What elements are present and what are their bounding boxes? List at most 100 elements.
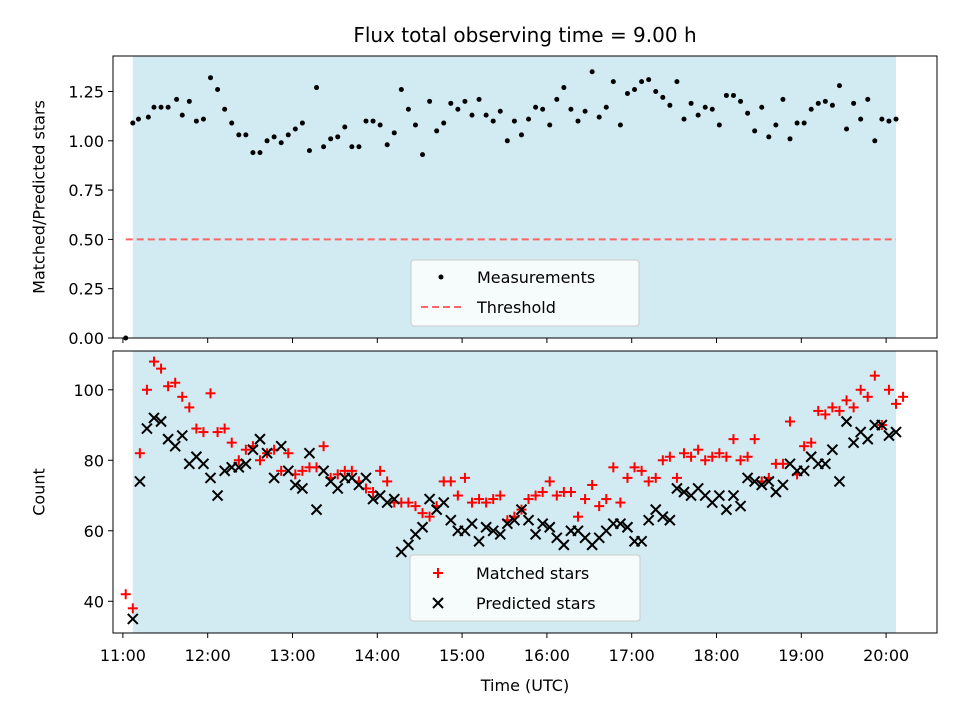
matched-star-point xyxy=(777,458,788,469)
y-tick-label: 0.00 xyxy=(68,329,104,348)
matched-star-point xyxy=(799,441,810,452)
matched-star-point xyxy=(601,494,612,505)
measurement-point xyxy=(342,124,348,130)
predicted-star-point xyxy=(763,475,775,488)
predicted-star-point-b xyxy=(805,451,817,463)
predicted-star-point xyxy=(501,518,514,530)
measurement-point xyxy=(222,106,228,112)
measurement-point xyxy=(292,126,298,132)
predicted-star-point-b xyxy=(734,500,747,512)
predicted-star-point xyxy=(416,521,429,533)
predicted-star-point-b xyxy=(148,412,160,424)
matched-star-point xyxy=(594,501,605,512)
x-axis-ticks-bottom: 11:00 12:00 13:00 14:00 15:00 16:00 17:00 18:00… xyxy=(100,633,909,665)
measurement-point xyxy=(135,116,141,122)
matched-star-point xyxy=(785,416,796,427)
matched-star-point xyxy=(749,434,760,445)
matched-star-point xyxy=(827,402,838,413)
matched-star-point xyxy=(869,370,880,381)
predicted-star-point-b xyxy=(515,503,528,516)
measurement-point xyxy=(497,108,503,114)
measurement-point xyxy=(723,92,729,98)
x-tick-label: 12:00 xyxy=(185,646,231,665)
measurement-point xyxy=(243,132,249,138)
predicted-star-point-b xyxy=(303,447,316,459)
matched-star-point xyxy=(686,451,697,462)
measurement-point xyxy=(158,104,164,110)
measurement-point xyxy=(667,102,673,108)
predicted-star-point-b xyxy=(748,475,761,488)
predicted-star-point xyxy=(819,458,832,470)
predicted-star-point xyxy=(310,503,323,516)
matched-star-point xyxy=(573,511,584,522)
measurement-point xyxy=(130,120,136,126)
predicted-star-point xyxy=(388,493,400,505)
matched-star-point xyxy=(403,497,414,508)
measurement-point xyxy=(547,122,553,128)
matched-star-point xyxy=(445,476,456,487)
predicted-star-point xyxy=(296,482,309,495)
matched-star-point xyxy=(240,444,251,455)
predicted-star-point xyxy=(713,489,726,502)
plot-frame-bottom xyxy=(112,350,938,634)
predicted-star-point xyxy=(155,415,167,428)
predicted-star-point-b xyxy=(536,518,549,530)
predicted-star-point-b xyxy=(621,521,634,533)
predicted-star-point-b xyxy=(664,514,676,526)
matched-star-point xyxy=(276,465,287,476)
matched-star-point xyxy=(459,472,470,483)
predicted-star-point xyxy=(480,521,492,533)
predicted-star-point-b xyxy=(134,475,146,488)
matched-star-point xyxy=(862,391,873,402)
predicted-star-point xyxy=(360,472,372,484)
matched-star-point xyxy=(424,511,435,522)
measurement-point xyxy=(363,118,369,124)
predicted-star-point xyxy=(678,486,690,498)
measurement-point xyxy=(653,88,659,94)
predicted-star-point-b xyxy=(713,489,726,502)
predicted-star-point xyxy=(727,489,740,502)
matched-star-point xyxy=(657,455,668,466)
measurement-point xyxy=(794,120,800,126)
x-tick-label: 13:00 xyxy=(269,646,315,665)
matched-star-point xyxy=(141,384,152,395)
measurement-point xyxy=(462,98,468,104)
predicted-star-point-b xyxy=(720,503,733,516)
predicted-star-point-b xyxy=(416,521,429,533)
x-tick-label: 19:00 xyxy=(778,646,824,665)
predicted-star-point xyxy=(862,433,874,445)
matched-star-point xyxy=(318,441,329,452)
matched-star-point xyxy=(410,501,421,512)
measurement-point xyxy=(836,83,842,89)
matched-star-point xyxy=(382,476,393,487)
measurement-point xyxy=(695,112,701,118)
matched-star-point xyxy=(488,494,499,505)
measurement-point xyxy=(865,96,871,102)
predicted-star-point xyxy=(536,518,549,530)
predicted-star-point xyxy=(544,521,556,533)
predicted-star-point-b xyxy=(635,535,648,548)
measurement-point xyxy=(624,90,630,96)
predicted-star-point xyxy=(445,514,457,526)
measurement-point xyxy=(151,104,157,110)
predicted-star-point xyxy=(423,493,436,505)
matched-star-point xyxy=(806,437,817,448)
predicted-star-point-b xyxy=(650,503,662,516)
predicted-star-point-b xyxy=(833,475,846,488)
measurement-point xyxy=(632,87,638,93)
measurement-point xyxy=(829,102,835,108)
x-tick-label: 11:00 xyxy=(100,646,146,665)
predicted-star-point-b xyxy=(614,518,627,530)
predicted-star-point xyxy=(720,503,733,516)
predicted-star-point xyxy=(134,475,146,488)
plot-frame-top xyxy=(112,55,938,339)
measurement-point xyxy=(851,100,857,106)
predicted-star-point-b xyxy=(784,458,796,470)
y-tick-label: 0.25 xyxy=(68,280,104,299)
legend-label-matched: Matched stars xyxy=(476,564,589,583)
predicted-star-point xyxy=(247,443,259,456)
measurement-point xyxy=(709,106,715,112)
y-axis-ticks-top: 0.00 0.25 0.50 0.75 1.00 1.25 xyxy=(68,82,113,348)
measurement-point xyxy=(766,134,772,140)
